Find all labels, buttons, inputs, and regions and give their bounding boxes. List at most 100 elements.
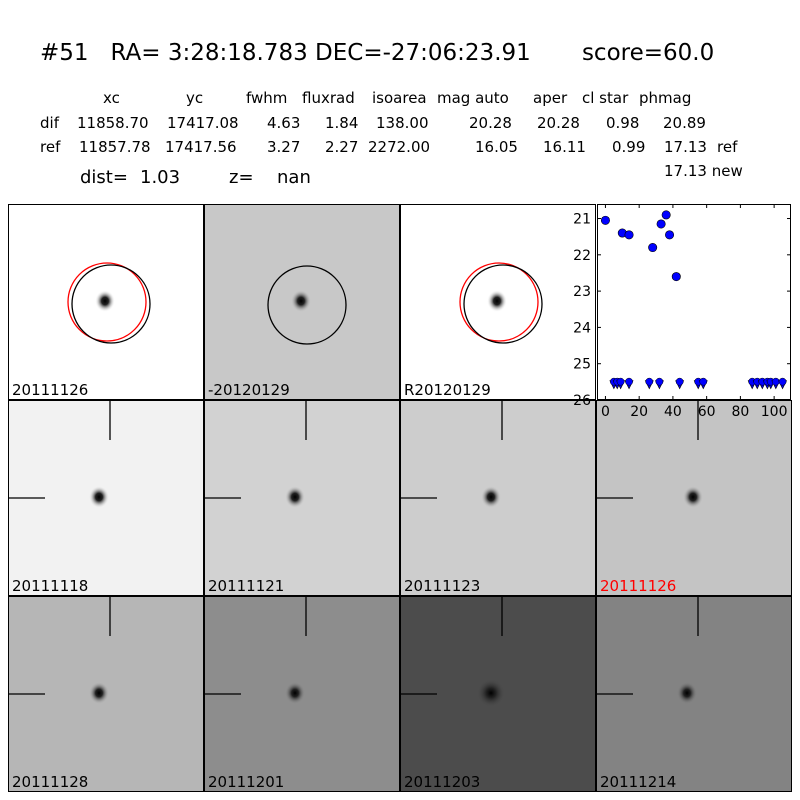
y-tick-label: 22	[573, 248, 591, 264]
row-suffix: ref	[717, 138, 738, 156]
row-name: dif	[40, 114, 59, 132]
upper-limit-marker	[771, 377, 780, 386]
y-tick-label: 23	[573, 284, 591, 300]
column-header: yc	[186, 89, 204, 107]
magnitude-point	[671, 272, 681, 282]
magnitude-point	[665, 230, 675, 240]
column-header: xc	[103, 89, 120, 107]
dist-label: dist=	[80, 167, 128, 188]
table-cell: 138.00	[376, 114, 429, 132]
source-blob	[291, 290, 311, 312]
page-title: #51 RA= 3:28:18.783 DEC=-27:06:23.91 sco…	[40, 40, 715, 66]
table-cell: 17417.56	[165, 138, 237, 156]
column-header: mag auto	[437, 89, 509, 107]
image-stamp: 20111121	[204, 400, 400, 596]
table-cell: 20.28	[469, 114, 512, 132]
magnitude-point	[600, 215, 610, 225]
upper-limit-marker	[625, 377, 633, 386]
image-stamp: 20111128	[8, 596, 204, 792]
aperture-circle	[267, 265, 347, 345]
image-stamp: 20111214	[596, 596, 792, 792]
x-tick-label: 60	[698, 404, 716, 420]
table-cell: 2272.00	[368, 138, 431, 156]
table-cell: 16.11	[543, 138, 586, 156]
z-value: nan	[277, 167, 311, 188]
aperture-circle	[463, 264, 543, 344]
upper-limit-marker	[699, 377, 708, 386]
source-blob	[481, 486, 501, 508]
x-tick-label: 0	[601, 404, 610, 420]
upper-limit-marker	[616, 377, 625, 386]
table-cell: 17417.08	[167, 114, 239, 132]
image-stamp: 20111126	[596, 400, 792, 596]
stamp-date-label: 20111123	[404, 577, 481, 595]
table-cell: 20.28	[537, 114, 580, 132]
source-blob	[89, 486, 109, 508]
column-header: cl star	[582, 89, 629, 107]
source-blob	[487, 290, 507, 312]
table-cell: 2.27	[325, 138, 359, 156]
stamp-date-label: 20111126	[600, 577, 677, 595]
table-cell: 0.98	[606, 114, 640, 132]
source-blob	[95, 290, 115, 312]
stamp-date-label: 20111214	[600, 773, 677, 791]
y-tick-label: 26	[573, 393, 591, 409]
table-cell: 11857.78	[79, 138, 151, 156]
column-header: aper	[533, 89, 568, 107]
x-tick-label: 40	[664, 404, 682, 420]
y-tick-label: 21	[573, 212, 591, 228]
column-header: isoarea	[372, 89, 427, 107]
column-header: fluxrad	[302, 89, 355, 107]
source-blob	[285, 486, 305, 508]
stamp-date-label: 20111201	[208, 773, 285, 791]
table-cell: 4.63	[267, 114, 301, 132]
ref-aperture-circle	[67, 262, 147, 342]
new-mag-note: 17.13 new	[664, 162, 743, 180]
column-header: phmag	[639, 89, 692, 107]
image-stamp: 20111126	[8, 204, 204, 400]
row-name: ref	[40, 138, 61, 156]
y-tick-label: 24	[573, 320, 591, 336]
upper-limit-marker	[778, 377, 787, 386]
source-blob	[285, 682, 305, 704]
source-blob	[683, 486, 703, 508]
stamp-date-label: 20111203	[404, 773, 481, 791]
column-header: fwhm	[246, 89, 288, 107]
table-cell: 1.84	[325, 114, 359, 132]
image-stamp: 20111123	[400, 400, 596, 596]
image-stamp: 20111201	[204, 596, 400, 792]
table-cell: 3.27	[267, 138, 301, 156]
source-blob	[677, 682, 697, 704]
y-tick-label: 25	[573, 357, 591, 373]
aperture-circle	[71, 264, 151, 344]
image-stamp: -20120129	[204, 204, 400, 400]
stamp-date-label: 20111118	[12, 577, 89, 595]
z-label: z=	[229, 167, 254, 188]
source-blob	[89, 682, 109, 704]
x-tick-label: 100	[761, 404, 788, 420]
upper-limit-marker	[655, 377, 664, 386]
dist-value: 1.03	[140, 167, 181, 188]
magnitude-point	[648, 243, 658, 253]
table-cell: 20.89	[663, 114, 706, 132]
stamp-date-label: -20120129	[208, 381, 290, 399]
ref-aperture-circle	[459, 262, 539, 342]
table-cell: 0.99	[612, 138, 646, 156]
table-cell: 11858.70	[77, 114, 149, 132]
upper-limit-marker	[675, 377, 684, 386]
x-tick-label: 80	[731, 404, 749, 420]
table-cell: 17.13	[664, 138, 707, 156]
magnitude-point	[656, 219, 666, 229]
image-stamp: 20111118	[8, 400, 204, 596]
image-stamp: 20111203	[400, 596, 596, 792]
magnitude-plot: 21 22 23 24 25 26 0 20 40 60 80 100	[573, 204, 791, 420]
image-stamp: R20120129	[400, 204, 596, 400]
magnitude-point	[661, 210, 671, 220]
upper-limit-marker	[645, 377, 654, 386]
magnitude-point	[624, 230, 634, 240]
x-tick-label: 20	[630, 404, 648, 420]
stamp-date-label: 20111126	[12, 381, 89, 399]
stamp-date-label: 20111121	[208, 577, 285, 595]
scatter-plot: 21 22 23 24 25 26 0 20 40 60 80 100	[573, 204, 791, 420]
table-cell: 16.05	[475, 138, 518, 156]
